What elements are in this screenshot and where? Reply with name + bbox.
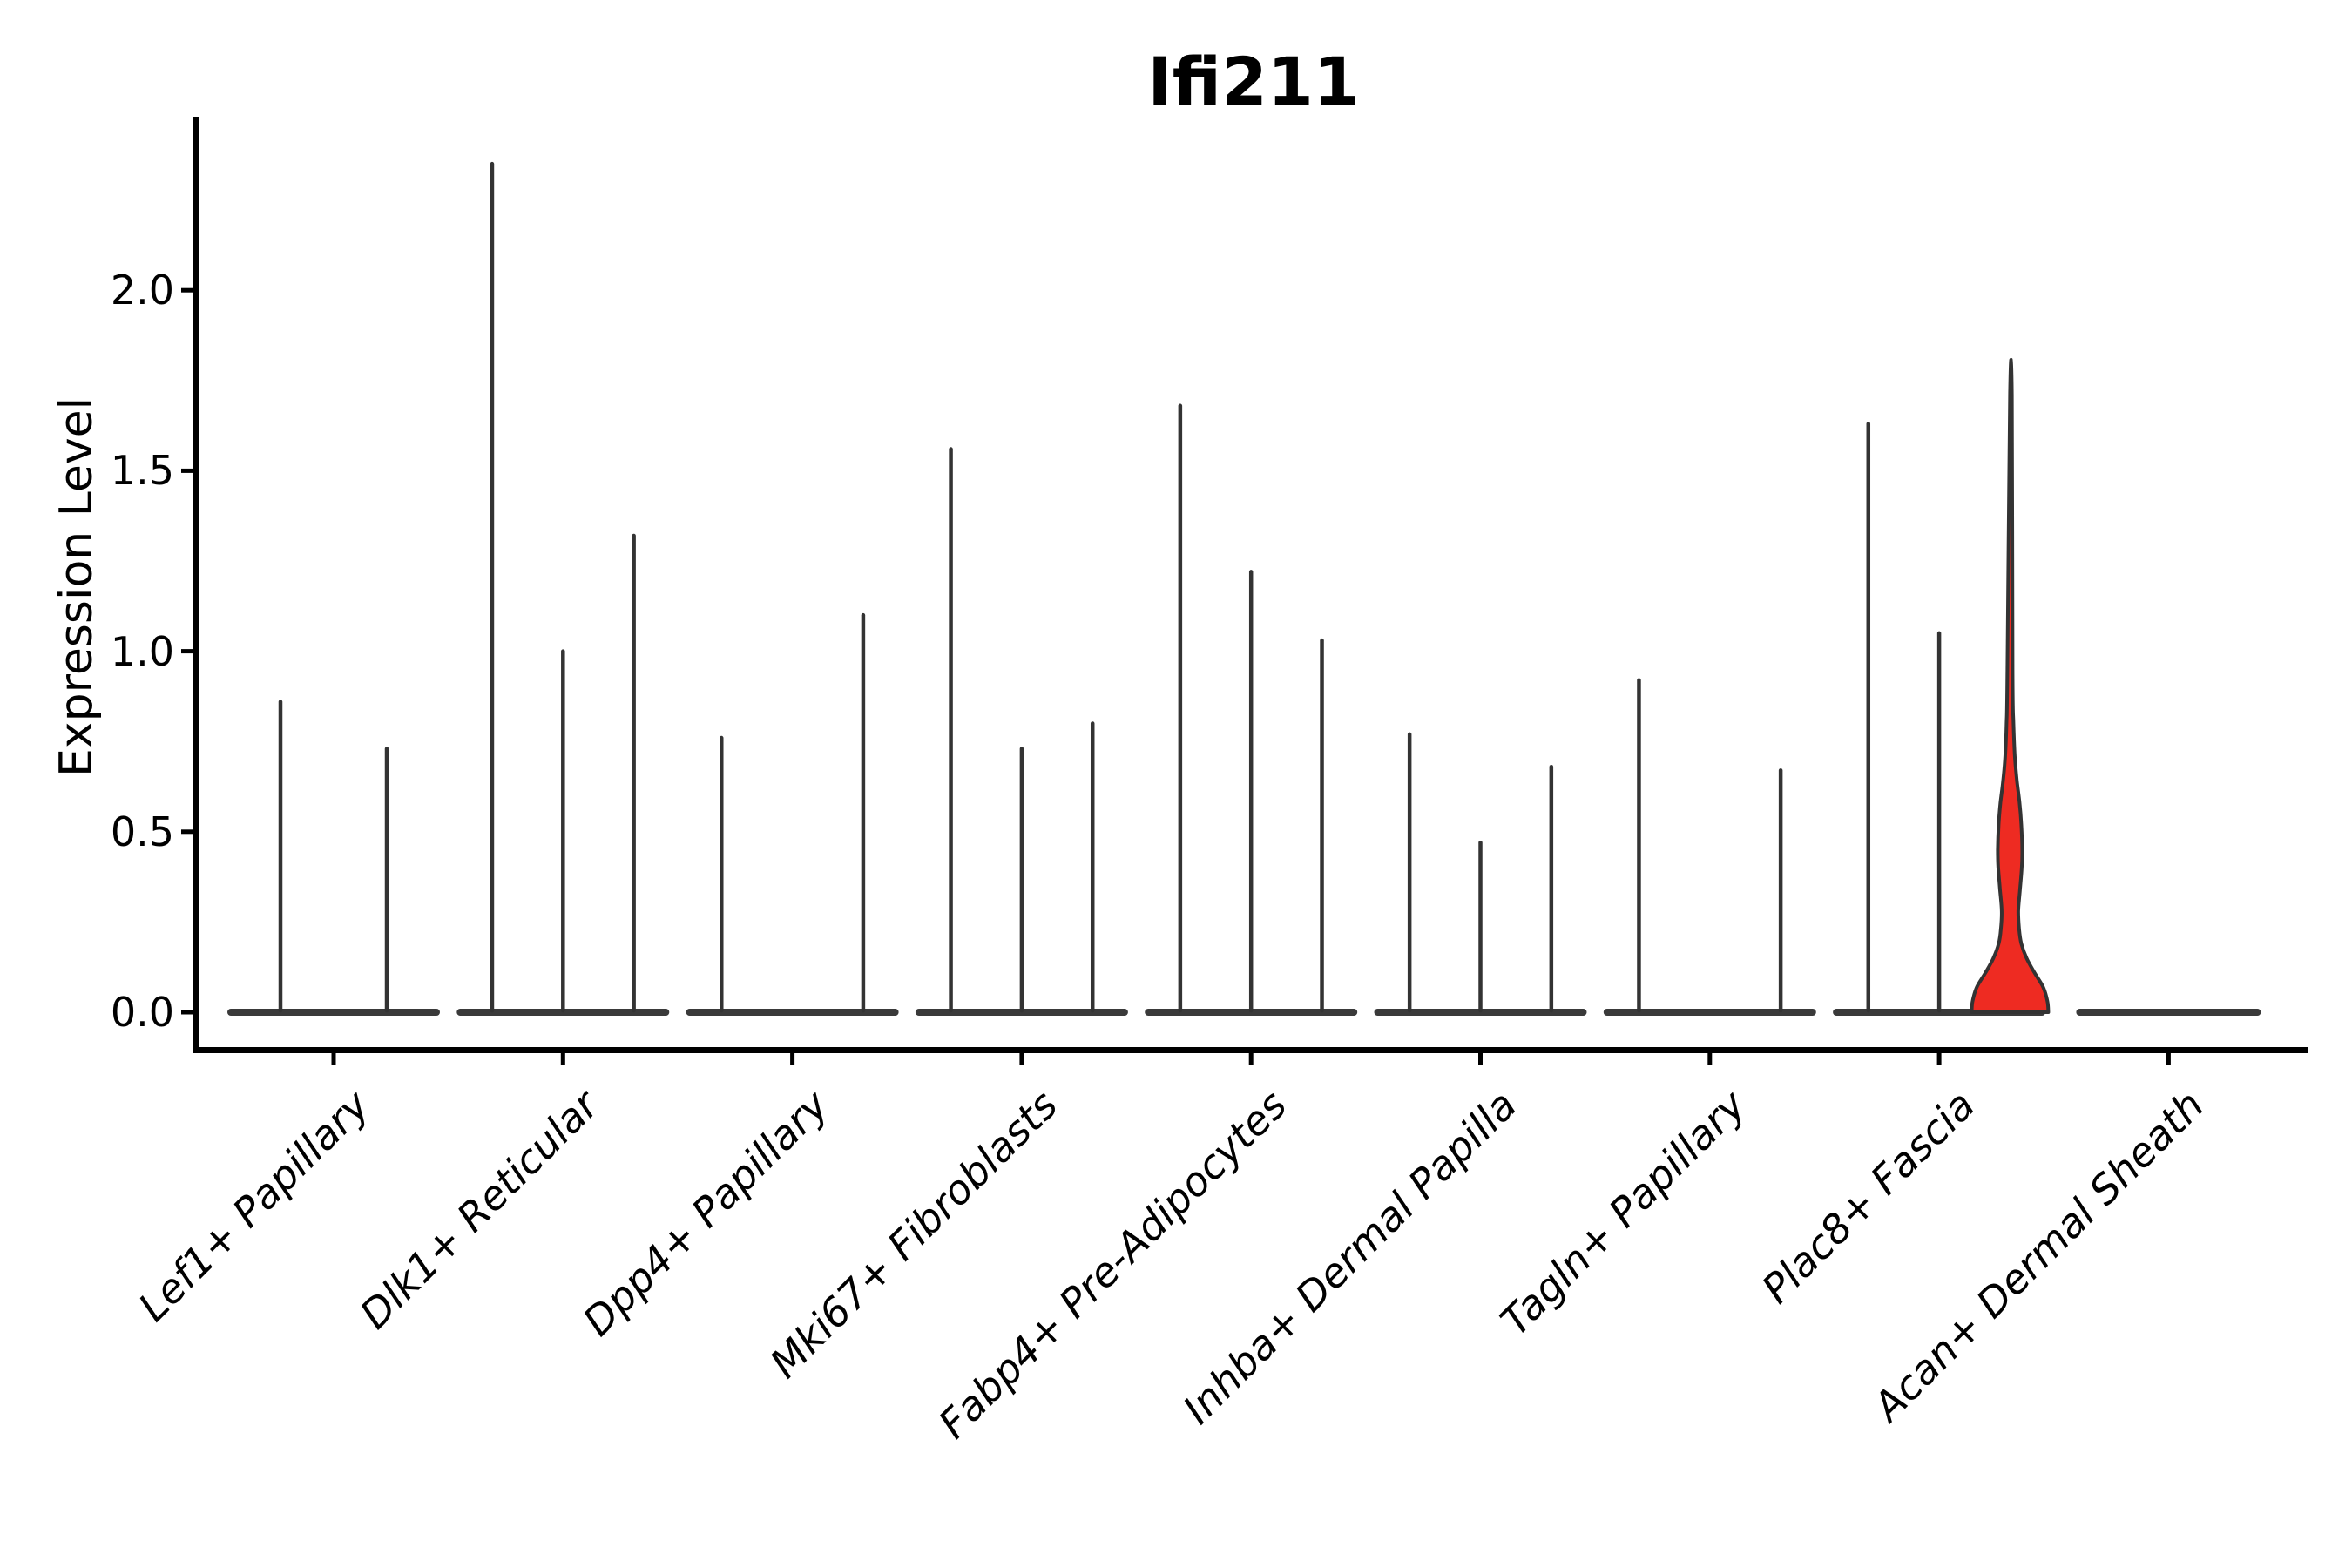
x-tick-mark — [1936, 1053, 1942, 1065]
violin-baseline — [227, 1009, 440, 1016]
violin-baseline — [2076, 1009, 2261, 1016]
y-tick-mark — [181, 649, 193, 654]
x-tick-mark — [331, 1053, 336, 1065]
x-tick-mark — [1478, 1053, 1483, 1065]
y-tick-mark — [181, 1010, 193, 1015]
plot-area — [193, 117, 2308, 1053]
y-tick-mark — [181, 468, 193, 473]
y-tick-mark — [181, 287, 193, 293]
y-tick-label: 2.0 — [110, 267, 174, 314]
x-tick-mark — [1019, 1053, 1024, 1065]
y-tick-mark — [181, 829, 193, 835]
x-tick-mark — [560, 1053, 565, 1065]
chart-title: Ifi211 — [1147, 43, 1360, 120]
violin-baseline — [686, 1009, 899, 1016]
x-tick-mark — [790, 1053, 795, 1065]
highlighted-violin — [1970, 358, 2051, 1014]
y-tick-label: 1.0 — [110, 627, 174, 675]
x-tick-mark — [2166, 1053, 2171, 1065]
x-tick-mark — [1707, 1053, 1713, 1065]
y-tick-label: 0.0 — [110, 989, 174, 1036]
x-tick-mark — [1248, 1053, 1254, 1065]
violin-baseline — [1603, 1009, 1816, 1016]
y-tick-label: 0.5 — [110, 808, 174, 855]
y-tick-label: 1.5 — [110, 447, 174, 495]
